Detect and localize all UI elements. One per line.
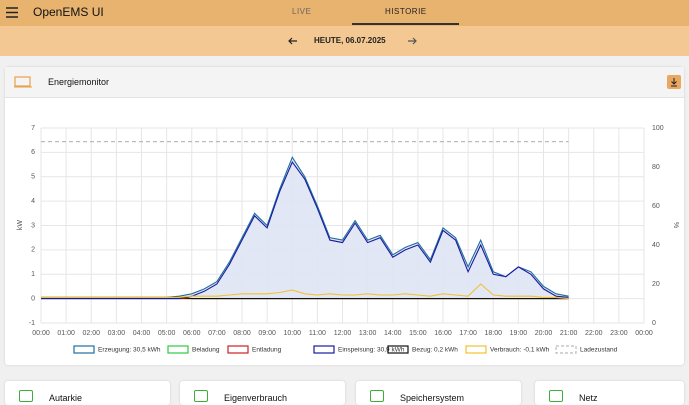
legend-label: Entladung xyxy=(252,347,282,354)
x-tick-label: 22:00 xyxy=(585,330,603,337)
widget-card[interactable]: Netz xyxy=(535,381,684,405)
x-tick-label: 01:00 xyxy=(57,330,75,337)
legend-label: Einspeisung: 30,9 kWh xyxy=(338,347,405,354)
y2-axis-label: % xyxy=(672,222,679,228)
y-tick-label: 4 xyxy=(31,198,35,205)
card-title: Energiemonitor xyxy=(48,77,110,87)
legend-label: Beladung xyxy=(192,347,220,354)
series-line xyxy=(41,160,569,300)
legend-label: Bezug: 0,2 kWh xyxy=(412,347,458,354)
prev-button[interactable] xyxy=(288,36,298,46)
y2-tick-label: 0 xyxy=(652,320,656,327)
y-tick-label: -1 xyxy=(29,320,35,327)
y-tick-label: 0 xyxy=(31,295,35,302)
x-tick-label: 23:00 xyxy=(610,330,628,337)
x-tick-label: 15:00 xyxy=(409,330,427,337)
menu-icon[interactable] xyxy=(6,7,18,18)
series-line xyxy=(41,283,569,300)
x-tick-label: 12:00 xyxy=(334,330,352,337)
widget-title: Eigenverbrauch xyxy=(224,393,288,403)
x-tick-label: 11:00 xyxy=(309,330,326,337)
y-tick-label: 6 xyxy=(31,149,35,156)
card: Energiemonitor xyxy=(5,67,684,365)
widget-icon xyxy=(19,390,33,402)
y-axis-label: kW xyxy=(17,220,24,231)
y2-tick-label: 100 xyxy=(652,125,664,132)
top-bar: OpenEMS UI LIVE HISTORIE xyxy=(0,0,689,26)
x-tick-label: 14:00 xyxy=(384,330,402,337)
date-bar: HEUTE, 06.07.2025 xyxy=(0,26,689,56)
widget-icon xyxy=(370,390,384,402)
area xyxy=(41,157,569,299)
y2-tick-label: 40 xyxy=(652,242,660,249)
widget-card[interactable]: Speichersystem xyxy=(356,381,521,405)
widget-title: Autarkie xyxy=(49,393,83,403)
x-tick-label: 19:00 xyxy=(510,330,528,337)
widget-title: Netz xyxy=(579,393,598,403)
x-tick-label: 09:00 xyxy=(258,330,276,337)
legend-swatch xyxy=(387,345,409,354)
legend-label: Erzeugung: 30,5 kWh xyxy=(98,347,161,354)
x-tick-label: 06:00 xyxy=(183,330,201,337)
tab[interactable]: LIVE xyxy=(292,7,312,16)
y-tick-label: 3 xyxy=(31,222,35,229)
legend-swatch xyxy=(313,345,335,354)
x-tick-label: 08:00 xyxy=(233,330,251,337)
x-tick-label: 16:00 xyxy=(434,330,452,337)
y-tick-label: 2 xyxy=(31,247,35,254)
x-tick-label: 07:00 xyxy=(208,330,226,337)
tab-indicator xyxy=(352,23,459,25)
legend-swatch xyxy=(167,345,189,354)
widget-card[interactable]: Autarkie xyxy=(5,381,170,405)
x-tick-label: 00:00 xyxy=(635,330,653,337)
legend-label: Ladezustand xyxy=(580,347,618,354)
widget-icon xyxy=(194,390,208,402)
x-tick-label: 03:00 xyxy=(108,330,126,337)
chart: kW % -1 0 1 2 3 4 5 6 7 0 20 40 60 80 100 00:00 01:00 02:… xyxy=(17,125,679,354)
x-tick-label: 21:00 xyxy=(560,330,578,337)
legend-label: Verbrauch: -0,1 kWh xyxy=(490,347,550,354)
widget-title: Speichersystem xyxy=(400,393,465,403)
x-tick-label: 02:00 xyxy=(82,330,100,337)
y2-tick-label: 20 xyxy=(652,281,660,288)
x-tick-label: 13:00 xyxy=(359,330,377,337)
y2-tick-label: 60 xyxy=(652,203,660,210)
y-tick-label: 7 xyxy=(31,125,35,132)
x-tick-label: 17:00 xyxy=(459,330,477,337)
y-tick-label: 1 xyxy=(31,271,35,278)
x-tick-label: 00:00 xyxy=(32,330,50,337)
x-tick-label: 05:00 xyxy=(158,330,176,337)
legend-swatch xyxy=(465,345,487,354)
x-tick-label: 18:00 xyxy=(484,330,502,337)
widget-icon xyxy=(549,390,563,402)
legend-swatch xyxy=(555,345,577,354)
tab[interactable]: HISTORIE xyxy=(385,7,427,16)
next-button[interactable] xyxy=(407,36,417,46)
x-tick-label: 10:00 xyxy=(283,330,301,337)
app-title: OpenEMS UI xyxy=(33,5,104,19)
legend-swatch xyxy=(73,345,95,354)
card-header xyxy=(5,67,684,98)
y-tick-label: 5 xyxy=(31,174,35,181)
legend-swatch xyxy=(227,345,249,354)
download-button[interactable] xyxy=(667,75,681,89)
x-tick-label: 04:00 xyxy=(133,330,151,337)
card-icon xyxy=(14,76,32,88)
x-tick-label: 20:00 xyxy=(535,330,553,337)
date-label: HEUTE, 06.07.2025 xyxy=(314,36,386,45)
widget-card[interactable]: Eigenverbrauch xyxy=(180,381,345,405)
y2-tick-label: 80 xyxy=(652,164,660,171)
